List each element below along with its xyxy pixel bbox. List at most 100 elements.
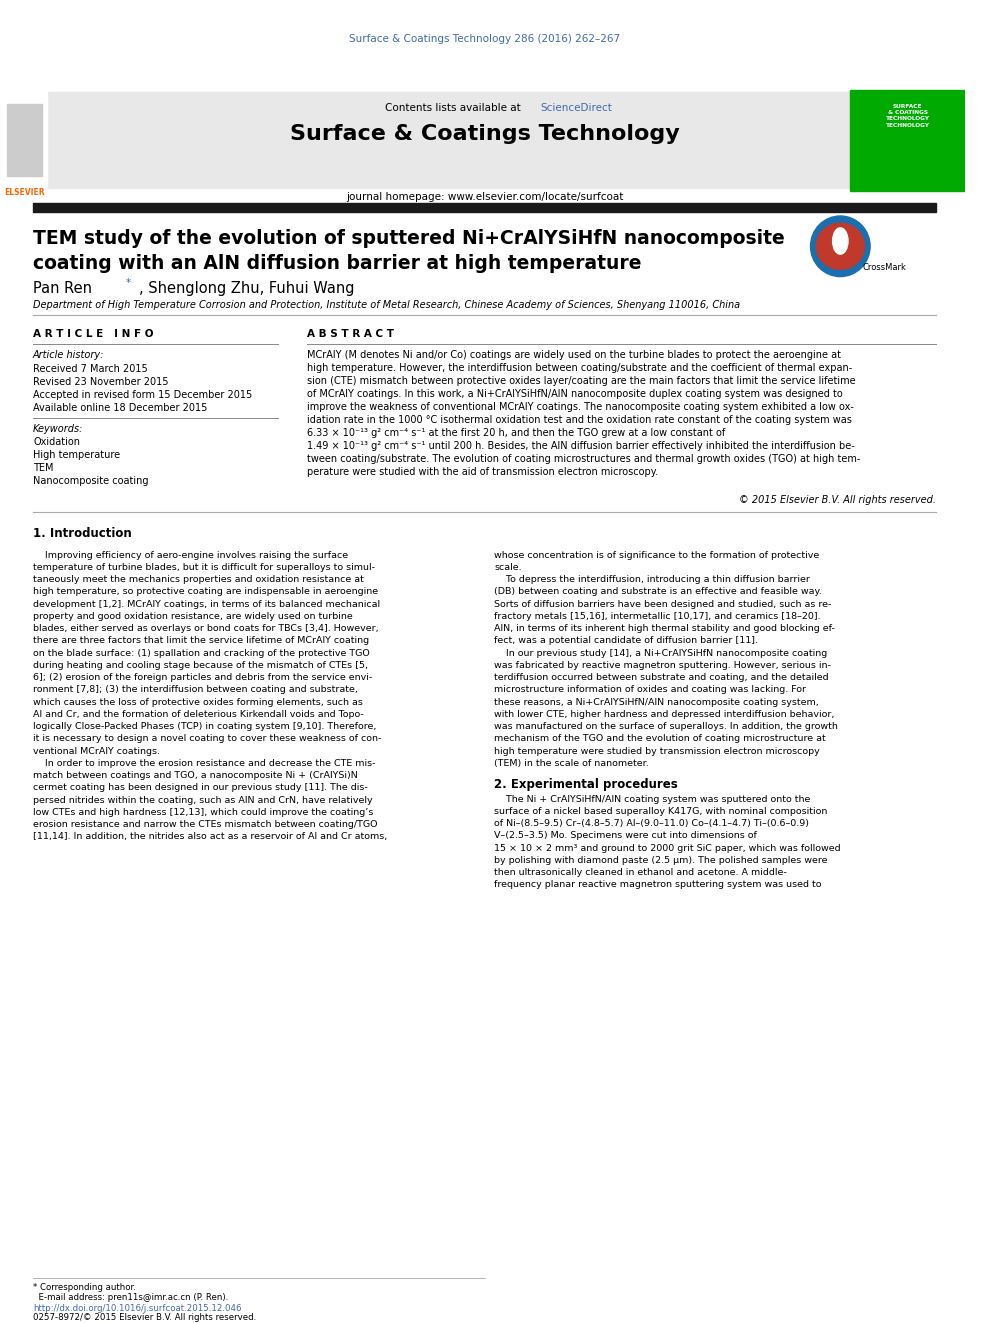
Text: frequency planar reactive magnetron sputtering system was used to: frequency planar reactive magnetron sput…: [494, 880, 821, 889]
Text: (DB) between coating and substrate is an effective and feasible way.: (DB) between coating and substrate is an…: [494, 587, 822, 597]
Text: © 2015 Elsevier B.V. All rights reserved.: © 2015 Elsevier B.V. All rights reserved…: [739, 495, 936, 505]
Text: blades, either served as overlays or bond coats for TBCs [3,4]. However,: blades, either served as overlays or bon…: [33, 624, 379, 632]
Text: terdiffusion occurred between substrate and coating, and the detailed: terdiffusion occurred between substrate …: [494, 673, 829, 683]
Ellipse shape: [832, 228, 848, 254]
Text: CrossMark: CrossMark: [862, 263, 907, 273]
Text: E-mail address: pren11s@imr.ac.cn (P. Ren).: E-mail address: pren11s@imr.ac.cn (P. Re…: [33, 1294, 228, 1302]
Text: of MCrAlY coatings. In this work, a Ni+CrAlYSiHfN/AlN nanocomposite duplex coati: of MCrAlY coatings. In this work, a Ni+C…: [307, 389, 842, 400]
Text: by polishing with diamond paste (2.5 μm). The polished samples were: by polishing with diamond paste (2.5 μm)…: [494, 856, 827, 865]
Text: there are three factors that limit the service lifetime of MCrAlY coating: there are three factors that limit the s…: [33, 636, 369, 646]
Text: [11,14]. In addition, the nitrides also act as a reservoir of Al and Cr atoms,: [11,14]. In addition, the nitrides also …: [33, 832, 387, 841]
Text: *: *: [126, 278, 131, 288]
Text: low CTEs and high hardness [12,13], which could improve the coating’s: low CTEs and high hardness [12,13], whic…: [33, 808, 373, 816]
Text: , Shenglong Zhu, Fuhui Wang: , Shenglong Zhu, Fuhui Wang: [139, 280, 354, 295]
Text: erosion resistance and narrow the CTEs mismatch between coating/TGO: erosion resistance and narrow the CTEs m…: [33, 820, 378, 830]
Text: Surface & Coatings Technology: Surface & Coatings Technology: [290, 124, 680, 144]
Text: Received 7 March 2015: Received 7 March 2015: [33, 364, 148, 373]
Text: mechanism of the TGO and the evolution of coating microstructure at: mechanism of the TGO and the evolution o…: [494, 734, 826, 744]
Text: V–(2.5–3.5) Mo. Specimens were cut into dimensions of: V–(2.5–3.5) Mo. Specimens were cut into …: [494, 831, 757, 840]
Text: AlN, in terms of its inherent high thermal stability and good blocking ef-: AlN, in terms of its inherent high therm…: [494, 624, 835, 632]
Text: Contents lists available at: Contents lists available at: [385, 103, 527, 112]
Text: then ultrasonically cleaned in ethanol and acetone. A middle-: then ultrasonically cleaned in ethanol a…: [494, 868, 787, 877]
Text: (TEM) in the scale of nanometer.: (TEM) in the scale of nanometer.: [494, 759, 649, 767]
Text: 1. Introduction: 1. Introduction: [33, 527, 132, 540]
Text: taneously meet the mechanics properties and oxidation resistance at: taneously meet the mechanics properties …: [33, 576, 364, 583]
Text: 0257-8972/© 2015 Elsevier B.V. All rights reserved.: 0257-8972/© 2015 Elsevier B.V. All right…: [33, 1314, 256, 1322]
Text: TEM: TEM: [33, 463, 54, 474]
Text: property and good oxidation resistance, are widely used on turbine: property and good oxidation resistance, …: [33, 611, 353, 620]
Text: Sorts of diffusion barriers have been designed and studied, such as re-: Sorts of diffusion barriers have been de…: [494, 599, 831, 609]
Text: 6.33 × 10⁻¹³ g² cm⁻⁴ s⁻¹ at the first 20 h, and then the TGO grew at a low const: 6.33 × 10⁻¹³ g² cm⁻⁴ s⁻¹ at the first 20…: [307, 427, 725, 438]
Text: on the blade surface: (1) spallation and cracking of the protective TGO: on the blade surface: (1) spallation and…: [33, 648, 370, 658]
Text: was fabricated by reactive magnetron sputtering. However, serious in-: was fabricated by reactive magnetron spu…: [494, 660, 831, 669]
Text: match between coatings and TGO, a nanocomposite Ni + (CrAlYSi)N: match between coatings and TGO, a nanoco…: [33, 771, 358, 781]
Text: * Corresponding author.: * Corresponding author.: [33, 1283, 136, 1291]
Text: cermet coating has been designed in our previous study [11]. The dis-: cermet coating has been designed in our …: [33, 783, 368, 792]
Text: In order to improve the erosion resistance and decrease the CTE mis-: In order to improve the erosion resistan…: [33, 759, 376, 767]
Bar: [850, 90, 965, 191]
Text: idation rate in the 1000 °C isothermal oxidation test and the oxidation rate con: idation rate in the 1000 °C isothermal o…: [307, 415, 852, 425]
Text: with lower CTE, higher hardness and depressed interdiffusion behavior,: with lower CTE, higher hardness and depr…: [494, 709, 834, 718]
Text: surface of a nickel based superalloy K417G, with nominal composition: surface of a nickel based superalloy K41…: [494, 807, 827, 816]
Text: temperature of turbine blades, but it is difficult for superalloys to simul-: temperature of turbine blades, but it is…: [33, 562, 375, 572]
Bar: [33, 202, 936, 212]
Text: microstructure information of oxides and coating was lacking. For: microstructure information of oxides and…: [494, 685, 806, 695]
Text: SURFACE
& COATINGS
TECHNOLOGY
TECHNOLOGY: SURFACE & COATINGS TECHNOLOGY TECHNOLOGY: [886, 105, 930, 127]
Text: 2. Experimental procedures: 2. Experimental procedures: [494, 778, 679, 791]
Text: In our previous study [14], a Ni+CrAlYSiHfN nanocomposite coating: In our previous study [14], a Ni+CrAlYSi…: [494, 648, 827, 658]
Text: perature were studied with the aid of transmission electron microscopy.: perature were studied with the aid of tr…: [307, 467, 658, 476]
Text: MCrAlY (M denotes Ni and/or Co) coatings are widely used on the turbine blades t: MCrAlY (M denotes Ni and/or Co) coatings…: [307, 351, 841, 360]
Text: development [1,2]. MCrAlY coatings, in terms of its balanced mechanical: development [1,2]. MCrAlY coatings, in t…: [33, 599, 380, 609]
Text: whose concentration is of significance to the formation of protective: whose concentration is of significance t…: [494, 550, 819, 560]
Text: 15 × 10 × 2 mm³ and ground to 2000 grit SiC paper, which was followed: 15 × 10 × 2 mm³ and ground to 2000 grit …: [494, 844, 841, 853]
Text: To depress the interdiffusion, introducing a thin diffusion barrier: To depress the interdiffusion, introduci…: [494, 576, 810, 583]
Text: sion (CTE) mismatch between protective oxides layer/coating are the main factors: sion (CTE) mismatch between protective o…: [307, 376, 855, 386]
Text: these reasons, a Ni+CrAlYSiHfN/AlN nanocomposite coating system,: these reasons, a Ni+CrAlYSiHfN/AlN nanoc…: [494, 697, 819, 706]
Text: Department of High Temperature Corrosion and Protection, Institute of Metal Rese: Department of High Temperature Corrosion…: [33, 300, 740, 311]
Text: high temperature were studied by transmission electron microscopy: high temperature were studied by transmi…: [494, 746, 820, 755]
Text: Available online 18 December 2015: Available online 18 December 2015: [33, 404, 207, 413]
Ellipse shape: [810, 216, 870, 277]
Text: Article history:: Article history:: [33, 351, 104, 360]
Text: Al and Cr, and the formation of deleterious Kirkendall voids and Topo-: Al and Cr, and the formation of deleteri…: [33, 709, 364, 718]
Text: The Ni + CrAlYSiHfN/AlN coating system was sputtered onto the: The Ni + CrAlYSiHfN/AlN coating system w…: [494, 795, 810, 803]
Text: high temperature. However, the interdiffusion between coating/substrate and the : high temperature. However, the interdiff…: [307, 364, 852, 373]
Text: TEM study of the evolution of sputtered Ni+CrAlYSiHfN nanocomposite: TEM study of the evolution of sputtered …: [33, 229, 785, 249]
Text: ELSEVIER: ELSEVIER: [4, 188, 45, 197]
Text: scale.: scale.: [494, 562, 522, 572]
Text: tween coating/substrate. The evolution of coating microstructures and thermal gr: tween coating/substrate. The evolution o…: [307, 454, 860, 463]
Text: Nanocomposite coating: Nanocomposite coating: [33, 476, 149, 486]
Text: 6]; (2) erosion of the foreign particles and debris from the service envi-: 6]; (2) erosion of the foreign particles…: [33, 673, 372, 683]
Text: which causes the loss of protective oxides forming elements, such as: which causes the loss of protective oxid…: [33, 697, 363, 706]
Text: persed nitrides within the coating, such as AlN and CrN, have relatively: persed nitrides within the coating, such…: [33, 795, 373, 804]
Text: Pan Ren: Pan Ren: [33, 280, 96, 295]
Text: ronment [7,8]; (3) the interdiffusion between coating and substrate,: ronment [7,8]; (3) the interdiffusion be…: [33, 685, 358, 695]
Text: Keywords:: Keywords:: [33, 425, 83, 434]
Text: 1.49 × 10⁻¹³ g² cm⁻⁴ s⁻¹ until 200 h. Besides, the AlN diffusion barrier effecti: 1.49 × 10⁻¹³ g² cm⁻⁴ s⁻¹ until 200 h. Be…: [307, 441, 855, 451]
Ellipse shape: [816, 224, 864, 270]
Text: ventional MCrAlY coatings.: ventional MCrAlY coatings.: [33, 746, 160, 755]
Text: Oxidation: Oxidation: [33, 438, 80, 447]
Text: fect, was a potential candidate of diffusion barrier [11].: fect, was a potential candidate of diffu…: [494, 636, 758, 646]
Text: fractory metals [15,16], intermetallic [10,17], and ceramics [18–20].: fractory metals [15,16], intermetallic […: [494, 611, 821, 620]
Text: A B S T R A C T: A B S T R A C T: [307, 329, 394, 339]
Text: Surface & Coatings Technology 286 (2016) 262–267: Surface & Coatings Technology 286 (2016)…: [349, 34, 620, 44]
Bar: [7, 105, 42, 176]
Bar: [48, 93, 850, 188]
Text: A R T I C L E   I N F O: A R T I C L E I N F O: [33, 329, 154, 339]
Text: logically Close-Packed Phases (TCP) in coating system [9,10]. Therefore,: logically Close-Packed Phases (TCP) in c…: [33, 722, 376, 732]
Text: during heating and cooling stage because of the mismatch of CTEs [5,: during heating and cooling stage because…: [33, 660, 368, 669]
Bar: [4, 93, 48, 188]
Text: journal homepage: www.elsevier.com/locate/surfcoat: journal homepage: www.elsevier.com/locat…: [346, 192, 623, 202]
Text: high temperature, so protective coating are indispensable in aeroengine: high temperature, so protective coating …: [33, 587, 378, 597]
Text: improve the weakness of conventional MCrAlY coatings. The nanocomposite coating : improve the weakness of conventional MCr…: [307, 402, 854, 411]
Text: Accepted in revised form 15 December 2015: Accepted in revised form 15 December 201…: [33, 390, 252, 400]
Text: coating with an AlN diffusion barrier at high temperature: coating with an AlN diffusion barrier at…: [33, 254, 642, 273]
Text: http://dx.doi.org/10.1016/j.surfcoat.2015.12.046: http://dx.doi.org/10.1016/j.surfcoat.201…: [33, 1304, 241, 1312]
Text: was manufactured on the surface of superalloys. In addition, the growth: was manufactured on the surface of super…: [494, 722, 838, 732]
Text: High temperature: High temperature: [33, 450, 120, 460]
Text: Revised 23 November 2015: Revised 23 November 2015: [33, 377, 169, 386]
Text: Improving efficiency of aero-engine involves raising the surface: Improving efficiency of aero-engine invo…: [33, 550, 348, 560]
Text: of Ni–(8.5–9.5) Cr–(4.8–5.7) Al–(9.0–11.0) Co–(4.1–4.7) Ti–(0.6–0.9): of Ni–(8.5–9.5) Cr–(4.8–5.7) Al–(9.0–11.…: [494, 819, 809, 828]
Text: it is necessary to design a novel coating to cover these weakness of con-: it is necessary to design a novel coatin…: [33, 734, 381, 744]
